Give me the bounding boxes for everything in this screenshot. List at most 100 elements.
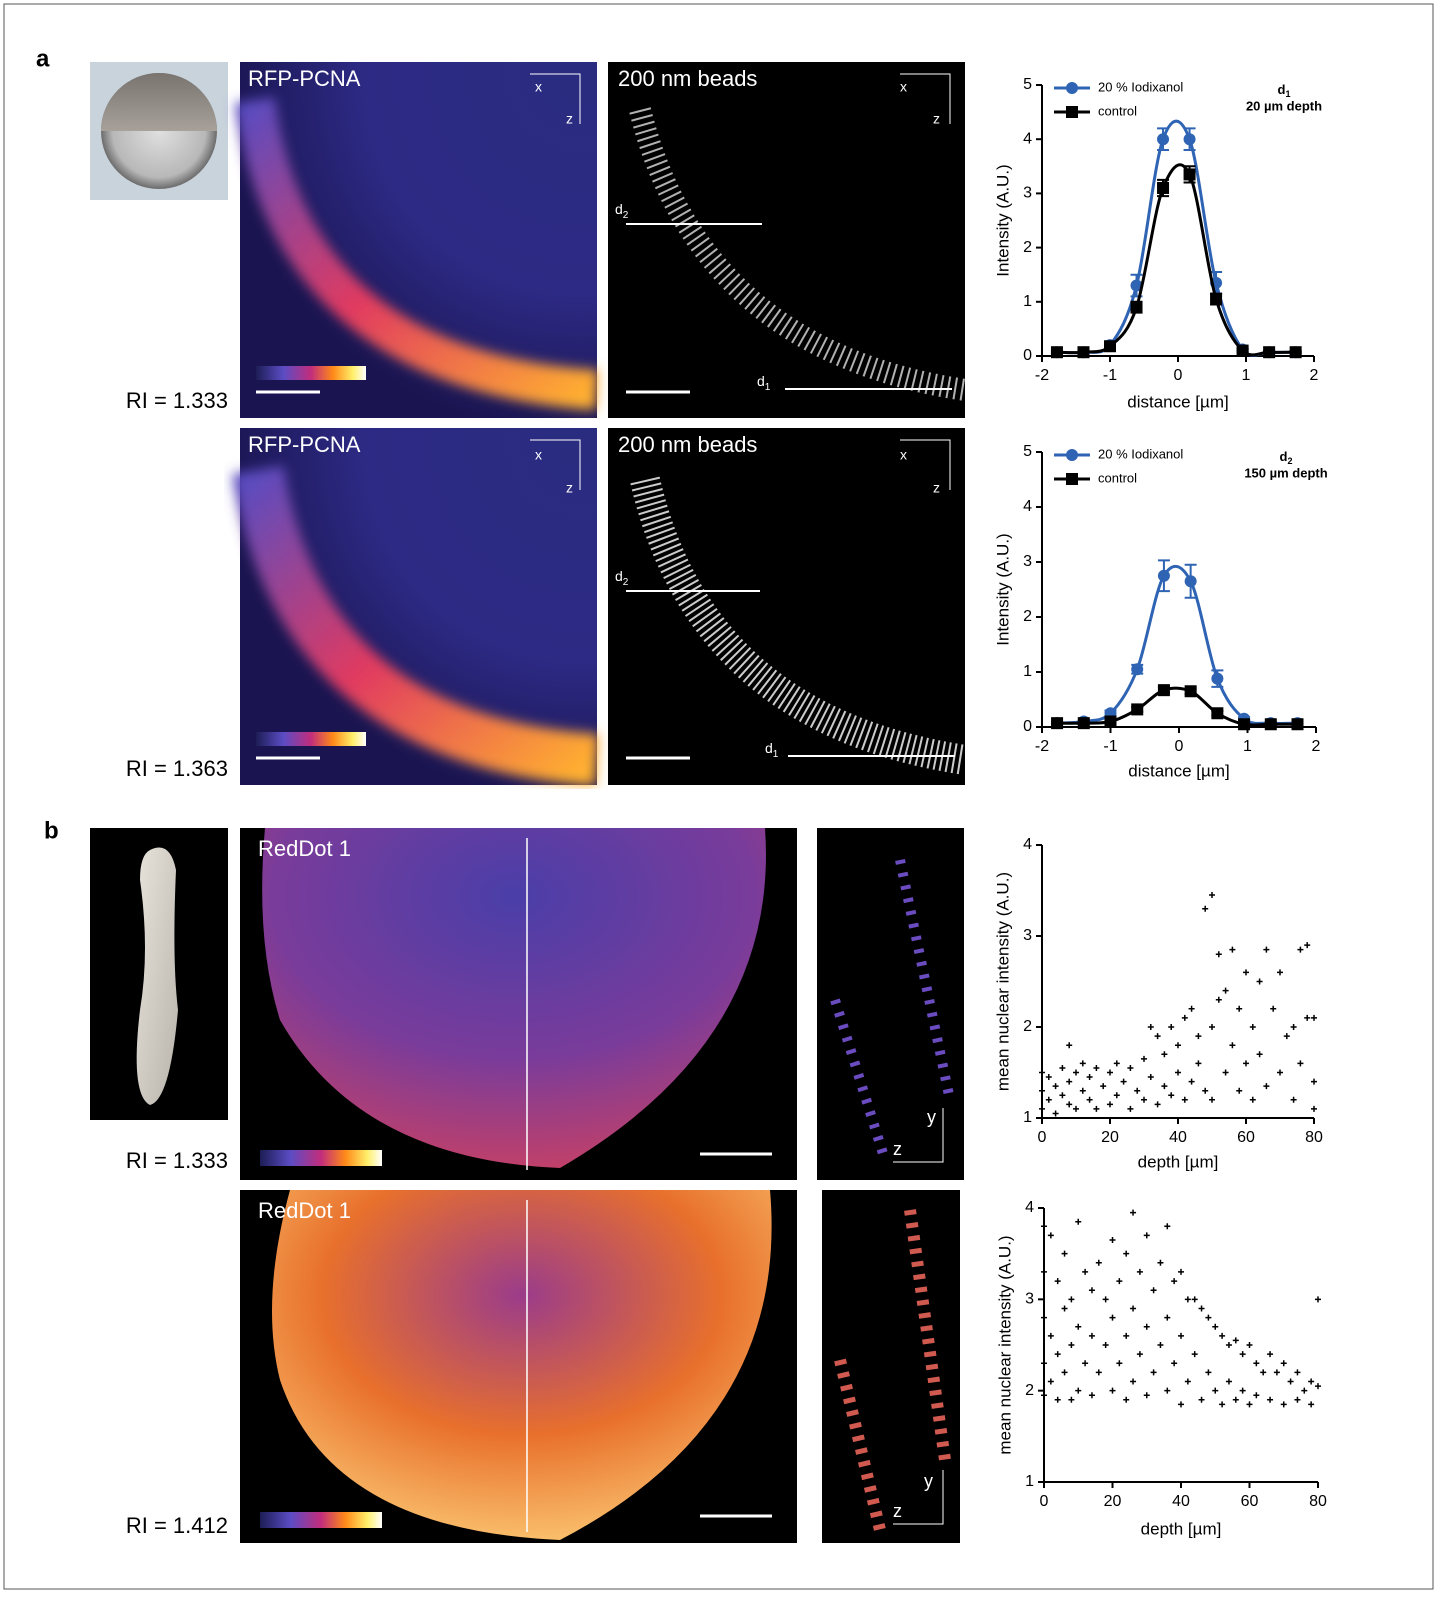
data-point: [1121, 1079, 1127, 1085]
annotation-text: 150 µm depth: [1244, 465, 1327, 480]
y-axis-label: Intensity (A.U.): [993, 533, 1012, 645]
y-tick-label: 2: [1023, 608, 1032, 625]
x-axis-label: distance [µm]: [1127, 392, 1228, 411]
y-tick-label: 3: [1025, 1291, 1034, 1308]
data-point: [1041, 1315, 1047, 1321]
y-tick-label: 1: [1025, 1473, 1034, 1490]
data-point: [1192, 1351, 1198, 1357]
data-point: [1123, 1333, 1129, 1339]
data-point: [1073, 1070, 1079, 1076]
data-point: [1051, 717, 1063, 729]
data-point: [1238, 718, 1250, 730]
y-tick-label: 1: [1023, 1109, 1032, 1126]
fit-line: [1057, 165, 1296, 355]
data-point: [1236, 1088, 1242, 1094]
fit-line: [1057, 121, 1296, 355]
y-tick-label: 5: [1023, 443, 1032, 460]
data-point: [1189, 1006, 1195, 1012]
data-point: [1311, 1079, 1317, 1085]
data-point: [1211, 707, 1223, 719]
data-point: [1175, 1070, 1181, 1076]
data-point: [1161, 1051, 1167, 1057]
profile-letter: d: [757, 373, 765, 389]
data-point: [1223, 1070, 1229, 1076]
data-point: [1059, 1065, 1065, 1071]
data-point: [1185, 1296, 1191, 1302]
data-point: [1291, 1024, 1297, 1030]
profile-sub: 2: [623, 577, 629, 588]
x-axis-label: distance [µm]: [1128, 761, 1229, 780]
data-point: [1240, 1351, 1246, 1357]
data-point: [1265, 718, 1277, 730]
data-point: [1237, 345, 1249, 357]
x-tick-label: 60: [1241, 1493, 1259, 1510]
x-tick-label: 20: [1101, 1129, 1119, 1146]
data-point: [1062, 1369, 1068, 1375]
data-point: [1039, 1070, 1045, 1076]
data-point: [1257, 979, 1263, 985]
data-point: [1247, 1401, 1253, 1407]
data-point: [1164, 1388, 1170, 1394]
data-point: [1148, 1074, 1154, 1080]
profile-letter: d: [765, 740, 773, 756]
data-point: [1263, 346, 1275, 358]
data-point: [1066, 1101, 1072, 1107]
data-point: [1055, 1397, 1061, 1403]
image-title: RedDot 1: [258, 836, 351, 861]
y-tick-label: 4: [1023, 836, 1032, 853]
data-point: [1226, 1342, 1232, 1348]
data-point: [1103, 1296, 1109, 1302]
data-point: [1171, 1278, 1177, 1284]
data-point: [1096, 1369, 1102, 1375]
data-point: [1048, 1379, 1054, 1385]
data-point: [1284, 1033, 1290, 1039]
axis-marker: z: [933, 480, 940, 496]
axis-marker: z: [893, 1501, 902, 1521]
data-point: [1189, 1079, 1195, 1085]
annotation-label: d1: [1278, 82, 1291, 99]
data-point: [1114, 1092, 1120, 1098]
data-point: [1048, 1333, 1054, 1339]
data-point: [1157, 1342, 1163, 1348]
legend-marker: [1066, 106, 1078, 118]
x-tick-label: 40: [1172, 1493, 1190, 1510]
data-point: [1281, 1401, 1287, 1407]
data-point: [1192, 1296, 1198, 1302]
axis-marker: y: [927, 1107, 936, 1127]
data-point: [1233, 1397, 1239, 1403]
data-point: [1066, 1042, 1072, 1048]
data-point: [1240, 1388, 1246, 1394]
y-tick-label: 0: [1023, 347, 1032, 364]
data-point: [1178, 1401, 1184, 1407]
data-point: [1304, 942, 1310, 948]
annotation-letter: d: [1278, 82, 1286, 97]
data-point: [1311, 1015, 1317, 1021]
legend-label: control: [1098, 470, 1137, 485]
y-tick-label: 3: [1023, 553, 1032, 570]
data-point: [1116, 1278, 1122, 1284]
y-tick-label: 3: [1023, 185, 1032, 202]
data-point: [1243, 1060, 1249, 1066]
y-tick-label: 1: [1023, 293, 1032, 310]
data-point: [1277, 969, 1283, 975]
data-point: [1157, 133, 1169, 145]
data-point: [1137, 1269, 1143, 1275]
data-point: [1267, 1397, 1273, 1403]
data-point: [1089, 1287, 1095, 1293]
data-point: [1127, 1106, 1133, 1112]
data-point: [1315, 1383, 1321, 1389]
image-title: RFP-PCNA: [248, 66, 361, 91]
data-point: [1233, 1337, 1239, 1343]
colorbar: [260, 1512, 382, 1528]
y-tick-label: 1: [1023, 663, 1032, 680]
axis-marker: z: [566, 111, 573, 127]
data-point: [1151, 1369, 1157, 1375]
x-tick-label: 0: [1040, 1493, 1049, 1510]
data-point: [1199, 1305, 1205, 1311]
image-title: RFP-PCNA: [248, 432, 361, 457]
data-point: [1195, 1033, 1201, 1039]
data-point: [1114, 1060, 1120, 1066]
data-point: [1075, 1324, 1081, 1330]
data-point: [1184, 168, 1196, 180]
data-point: [1250, 1097, 1256, 1103]
